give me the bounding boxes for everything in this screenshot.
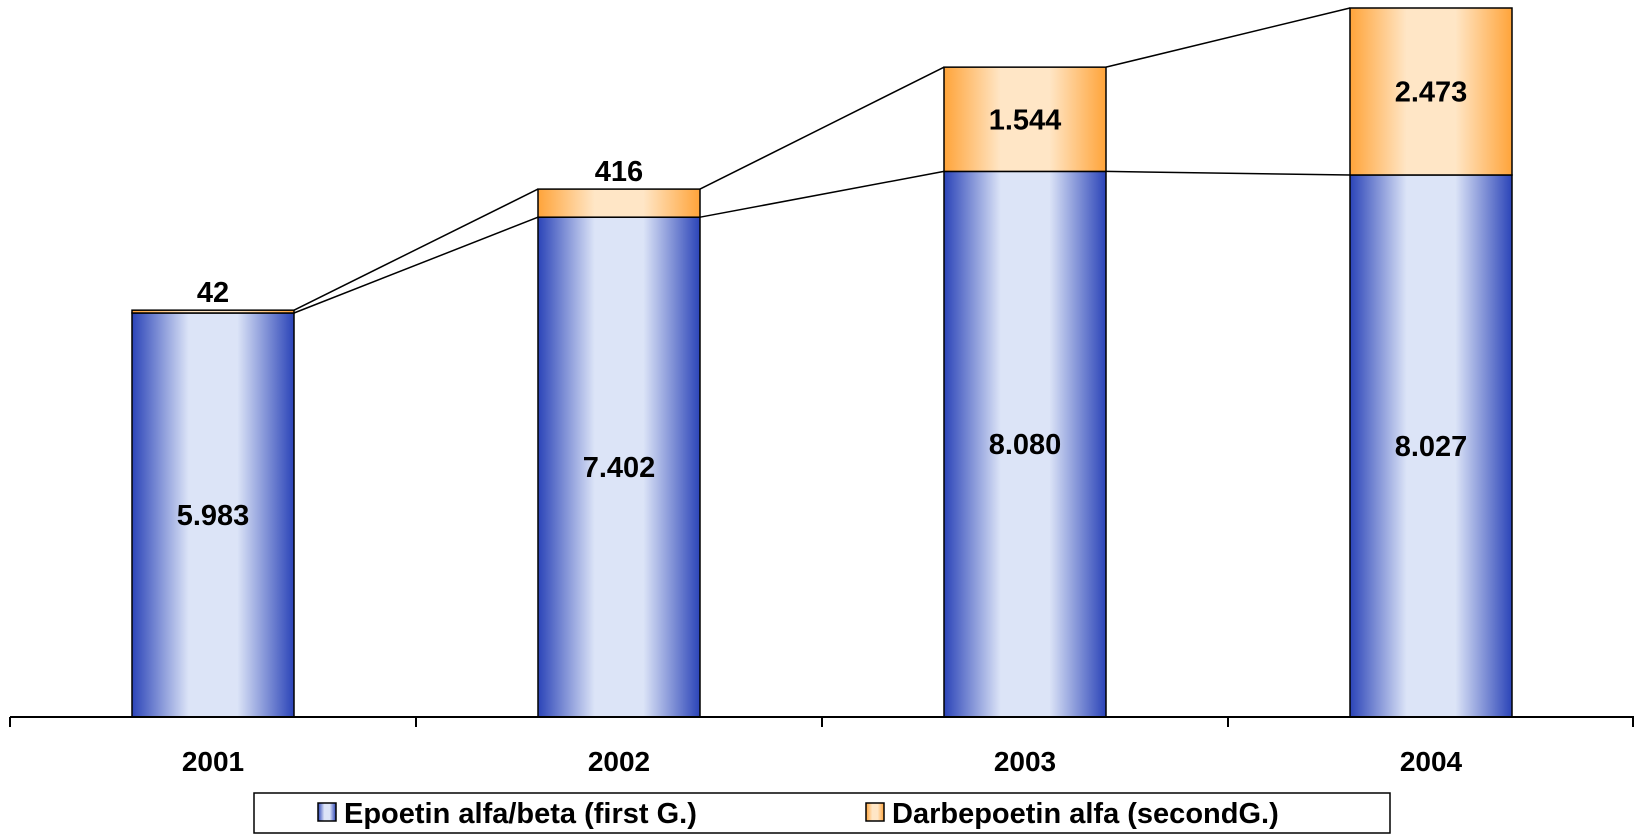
series-line-darbepoetin xyxy=(293,188,539,311)
x-tick-label-2002: 2002 xyxy=(588,746,650,777)
legend-swatch-darbepoetin xyxy=(865,802,885,822)
value-label-epoetin-2001: 5.983 xyxy=(177,500,250,532)
legend: Epoetin alfa/beta (first G.) Darbepoetin … xyxy=(253,792,1391,834)
value-label-darbepoetin-2001: 42 xyxy=(197,277,229,309)
series-line-darbepoetin xyxy=(699,66,945,190)
legend-label-epoetin: Epoetin alfa/beta (first G.) xyxy=(344,798,697,830)
bar-darbepoetin-2003 xyxy=(943,66,1107,173)
x-tick-label-2004: 2004 xyxy=(1400,746,1463,777)
bar-labels: 5.983 42 7.402 416 8.080 1.544 8.027 2.473 xyxy=(177,76,1468,532)
bar-epoetin-2004 xyxy=(1349,174,1513,718)
x-tick-label-2001: 2001 xyxy=(182,746,244,777)
series-lines xyxy=(293,7,1351,314)
series-line-epoetin xyxy=(293,216,539,314)
value-label-darbepoetin-2004: 2.473 xyxy=(1395,76,1468,108)
legend-label-darbepoetin: Darbepoetin alfa (secondG.) xyxy=(892,798,1279,830)
bars xyxy=(131,7,1513,718)
value-label-epoetin-2004: 8.027 xyxy=(1395,431,1468,463)
bar-darbepoetin-2004 xyxy=(1349,7,1513,176)
series-line-darbepoetin xyxy=(1105,7,1351,68)
bar-darbepoetin-2001 xyxy=(131,309,295,314)
bar-epoetin-2002 xyxy=(537,216,701,718)
value-label-darbepoetin-2002: 416 xyxy=(595,156,643,188)
series-line-epoetin xyxy=(699,170,945,218)
x-tick-label-2003: 2003 xyxy=(994,746,1056,777)
value-label-darbepoetin-2003: 1.544 xyxy=(989,104,1062,136)
value-label-epoetin-2003: 8.080 xyxy=(989,429,1062,461)
value-label-epoetin-2002: 7.402 xyxy=(583,452,656,484)
legend-swatch-epoetin xyxy=(317,802,337,822)
bar-epoetin-2001 xyxy=(131,312,295,718)
bar-darbepoetin-2002 xyxy=(537,188,701,218)
x-axis: 2001 2002 2003 2004 xyxy=(9,716,1634,777)
legend-box xyxy=(253,792,1391,834)
series-line-epoetin xyxy=(1105,170,1351,176)
